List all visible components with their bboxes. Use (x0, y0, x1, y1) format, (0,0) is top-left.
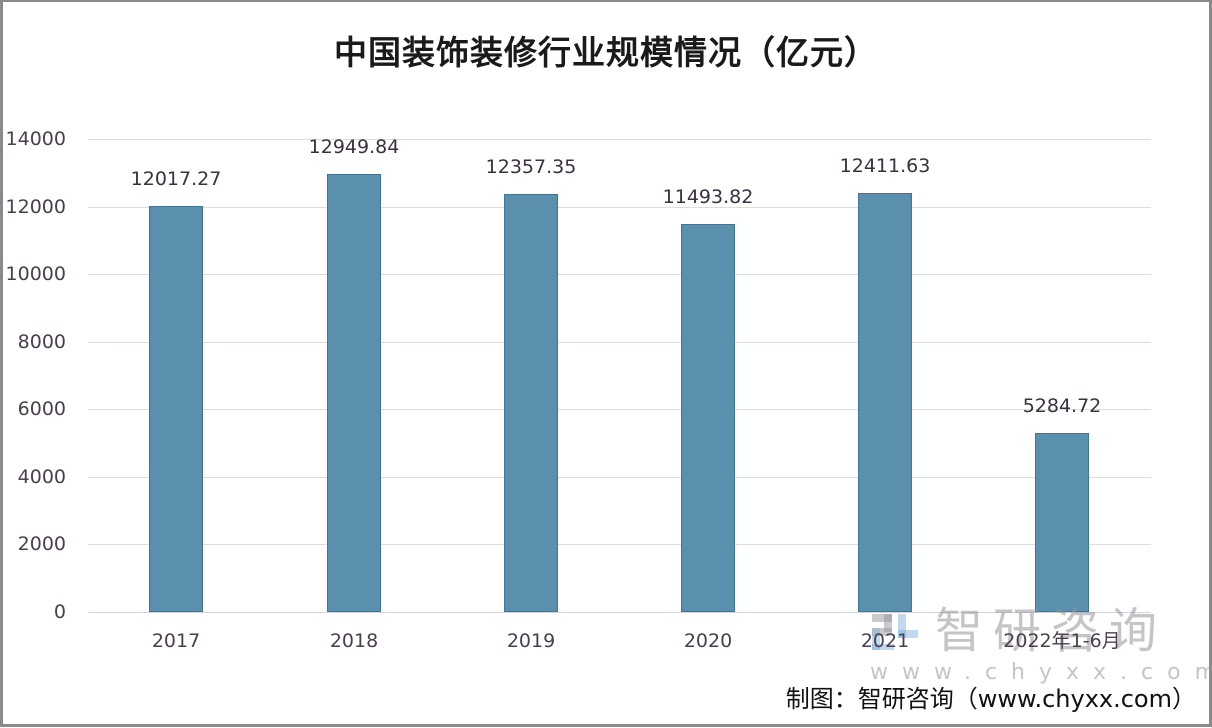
data-label: 12411.63 (839, 155, 931, 177)
gridline-6000 (88, 409, 1151, 410)
x-tick-label: 2018 (329, 630, 379, 652)
bar (327, 174, 381, 612)
data-label: 11493.82 (662, 186, 754, 208)
x-tick-label: 2022年1-6月 (1003, 630, 1121, 652)
watermark-url: www.chyxx.com (870, 660, 1212, 685)
x-tick-label: 2019 (506, 630, 556, 652)
data-label: 12949.84 (308, 136, 400, 158)
y-tick-label: 6000 (17, 398, 66, 420)
data-label: 5284.72 (1022, 395, 1102, 417)
gridline-4000 (88, 477, 1151, 478)
bar (504, 194, 558, 612)
data-label: 12357.35 (485, 156, 577, 178)
y-tick-label: 2000 (17, 533, 66, 555)
x-tick-label: 2017 (151, 630, 201, 652)
y-tick-label: 12000 (5, 196, 66, 218)
gridline-12000 (88, 207, 1151, 208)
bar (149, 206, 203, 612)
y-tick-label: 4000 (17, 466, 66, 488)
y-tick-label: 10000 (5, 263, 66, 285)
x-axis-line (88, 612, 1151, 613)
bar (681, 224, 735, 612)
bar (1035, 433, 1089, 612)
x-tick-label: 2020 (683, 630, 733, 652)
gridline-2000 (88, 544, 1151, 545)
x-tick-label: 2021 (860, 630, 910, 652)
y-tick-label: 8000 (17, 331, 66, 353)
chart-title: 中国装饰装修行业规模情况（亿元） (334, 33, 878, 72)
watermark-brand: 智研咨询 (935, 603, 1168, 659)
data-label: 12017.27 (130, 168, 222, 190)
gridline-8000 (88, 342, 1151, 343)
gridline-10000 (88, 274, 1151, 275)
y-tick-label: 0 (53, 601, 66, 623)
gridline-14000 (88, 139, 1151, 140)
y-tick-label: 14000 (5, 128, 66, 150)
bar (858, 193, 912, 612)
source-credit: 制图：智研咨询（www.chyxx.com） (785, 685, 1196, 713)
brand-logo-icon (872, 614, 918, 650)
